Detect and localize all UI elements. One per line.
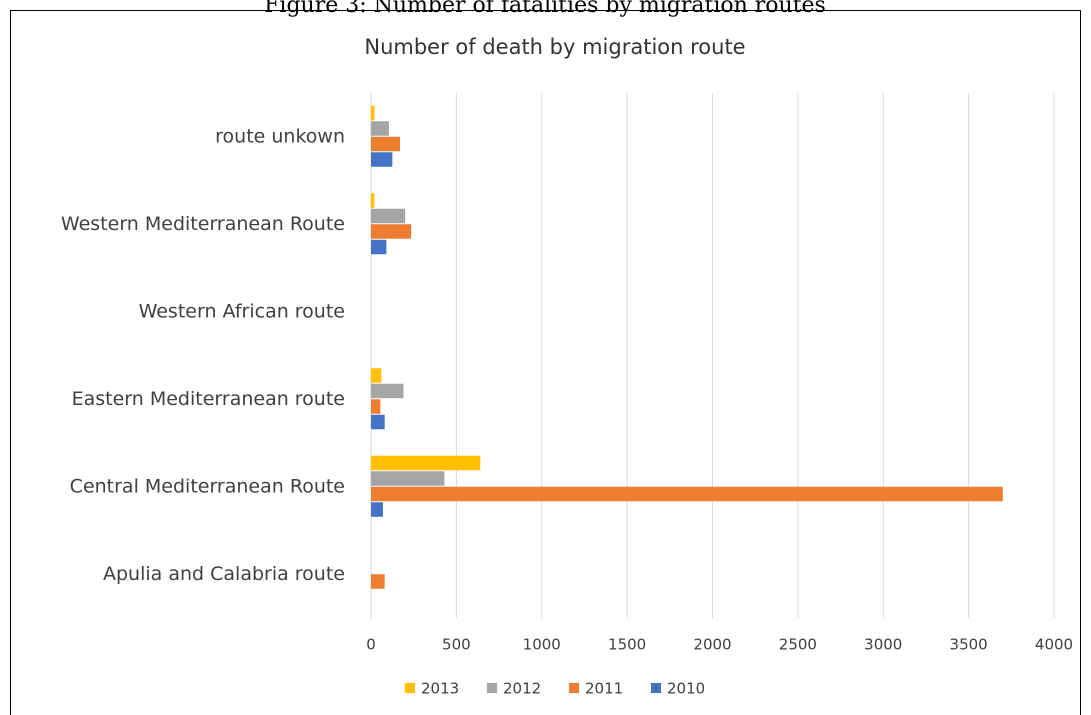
bar bbox=[371, 455, 481, 471]
y-tick-label: Apulia and Calabria route bbox=[103, 563, 345, 585]
x-tick-label: 3500 bbox=[950, 636, 988, 654]
bar bbox=[371, 399, 381, 414]
legend-label: 2013 bbox=[421, 680, 459, 698]
legend-label: 2011 bbox=[585, 680, 623, 698]
x-tick-label: 1000 bbox=[523, 636, 561, 654]
bar bbox=[371, 136, 401, 152]
x-tick-label: 4000 bbox=[1035, 636, 1073, 654]
legend-swatch bbox=[487, 683, 497, 693]
chart-title: Number of death by migration route bbox=[364, 35, 745, 59]
x-tick-label: 1500 bbox=[608, 636, 646, 654]
figure-caption: Figure 3: Number of fatalities by migrat… bbox=[264, 0, 826, 18]
y-tick-label: Western African route bbox=[139, 300, 345, 322]
bar bbox=[371, 105, 375, 121]
chart-frame bbox=[10, 10, 1081, 715]
bar bbox=[371, 383, 404, 399]
y-tick-label: route unkown bbox=[215, 125, 345, 147]
x-tick-label: 3000 bbox=[864, 636, 902, 654]
legend-label: 2010 bbox=[667, 680, 705, 698]
y-tick-label: Western Mediterranean Route bbox=[61, 213, 345, 235]
bar bbox=[371, 574, 385, 589]
y-tick-label: Eastern Mediterranean route bbox=[72, 388, 345, 410]
bar bbox=[371, 471, 445, 486]
x-tick-label: 2000 bbox=[693, 636, 731, 654]
bar bbox=[371, 193, 375, 208]
bar bbox=[371, 414, 385, 430]
x-tick-label: 500 bbox=[442, 636, 471, 654]
bar bbox=[371, 152, 393, 167]
bar bbox=[371, 368, 382, 383]
legend-swatch bbox=[569, 683, 579, 693]
bar bbox=[371, 208, 406, 224]
legend-swatch bbox=[405, 683, 415, 693]
bar bbox=[371, 502, 383, 517]
y-tick-label: Central Mediterranean Route bbox=[70, 475, 345, 497]
legend-label: 2012 bbox=[503, 680, 541, 698]
bar bbox=[371, 121, 389, 136]
bar bbox=[371, 239, 387, 255]
legend-swatch bbox=[651, 683, 661, 693]
x-tick-label: 0 bbox=[366, 636, 376, 654]
x-tick-label: 2500 bbox=[779, 636, 817, 654]
bar bbox=[371, 486, 1003, 502]
bar bbox=[371, 224, 412, 239]
